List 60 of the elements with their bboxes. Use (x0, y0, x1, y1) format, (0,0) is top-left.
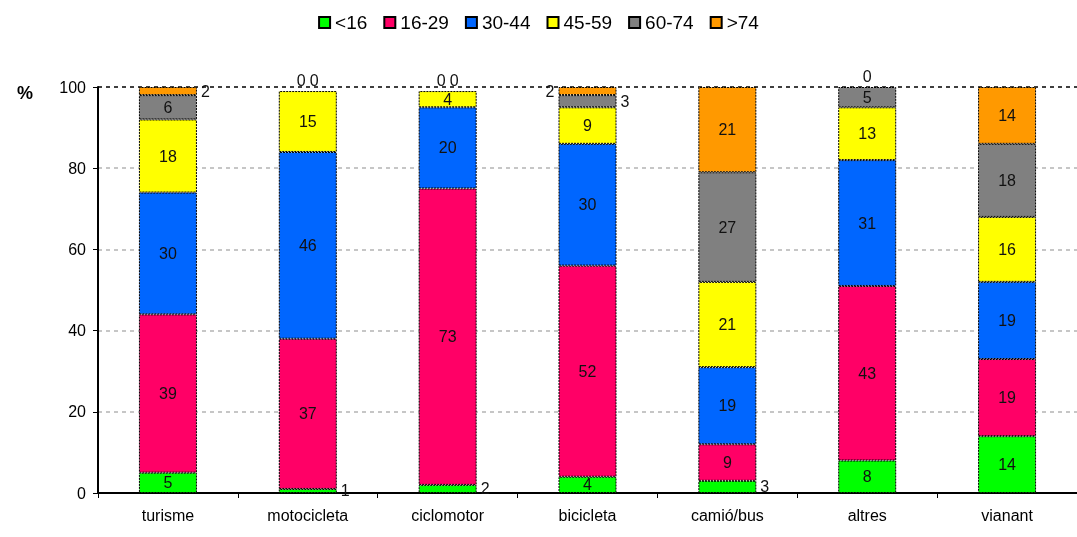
data-label: 20 (438, 139, 457, 157)
data-label: 0 (309, 71, 319, 89)
data-label: 4 (583, 476, 593, 494)
x-tick-label: vianant (981, 506, 1034, 524)
data-label: 15 (298, 113, 317, 131)
data-label: 39 (159, 385, 177, 403)
data-label: 4 (443, 90, 453, 108)
data-label: 16 (998, 240, 1017, 258)
data-label: 73 (438, 328, 457, 346)
data-label: 21 (718, 121, 737, 139)
data-label: 43 (858, 364, 877, 382)
legend-label: >74 (726, 12, 760, 33)
data-label: 5 (163, 474, 173, 492)
data-label: 3 (760, 478, 770, 496)
y-tick-label: 80 (68, 159, 87, 177)
data-label: 2 (545, 82, 555, 100)
data-label: 0 (449, 71, 459, 89)
data-label: 5 (862, 88, 872, 106)
data-label: 31 (858, 214, 877, 232)
data-label: 13 (858, 125, 877, 143)
data-label: 37 (298, 405, 317, 423)
x-tick-label: altres (847, 506, 887, 524)
data-label: 9 (583, 117, 593, 135)
data-label: 0 (862, 67, 872, 85)
x-tick-label: motocicleta (267, 506, 349, 524)
data-label: 14 (998, 456, 1017, 474)
y-tick-label: 40 (68, 322, 87, 340)
data-label: 14 (998, 106, 1017, 124)
x-tick-label: turisme (141, 506, 195, 524)
x-tick-label: ciclomotor (411, 506, 485, 524)
data-label: 0 (296, 71, 306, 89)
data-label: 18 (159, 147, 177, 165)
data-label: 8 (862, 468, 872, 486)
data-label: 19 (998, 311, 1017, 329)
y-tick-label: 0 (77, 484, 87, 502)
data-label: 2 (200, 82, 210, 100)
y-axis-title: % (16, 83, 33, 103)
data-label: 9 (722, 454, 732, 472)
legend-label: 60-74 (645, 12, 695, 33)
legend-label: 45-59 (563, 12, 613, 33)
y-tick-label: 60 (68, 240, 87, 258)
data-label: 19 (998, 389, 1017, 407)
x-tick-label: camió/bus (690, 506, 764, 524)
data-label: 46 (298, 236, 317, 254)
data-label: 21 (718, 316, 737, 334)
legend-label: 16-29 (400, 12, 449, 33)
data-label: 27 (718, 218, 737, 236)
data-label: 52 (578, 362, 597, 380)
data-label: 0 (436, 71, 446, 89)
y-tick-label: 100 (59, 78, 87, 96)
data-label: 30 (578, 196, 597, 214)
legend-label: <16 (335, 12, 368, 33)
y-tick-label: 20 (68, 403, 87, 421)
data-label: 30 (159, 244, 177, 262)
data-label: 3 (620, 92, 630, 110)
data-label: 18 (998, 171, 1017, 189)
data-label: 6 (163, 98, 173, 116)
x-tick-label: bicicleta (558, 506, 617, 524)
data-label: 19 (718, 397, 737, 415)
legend-label: 30-44 (481, 12, 531, 33)
